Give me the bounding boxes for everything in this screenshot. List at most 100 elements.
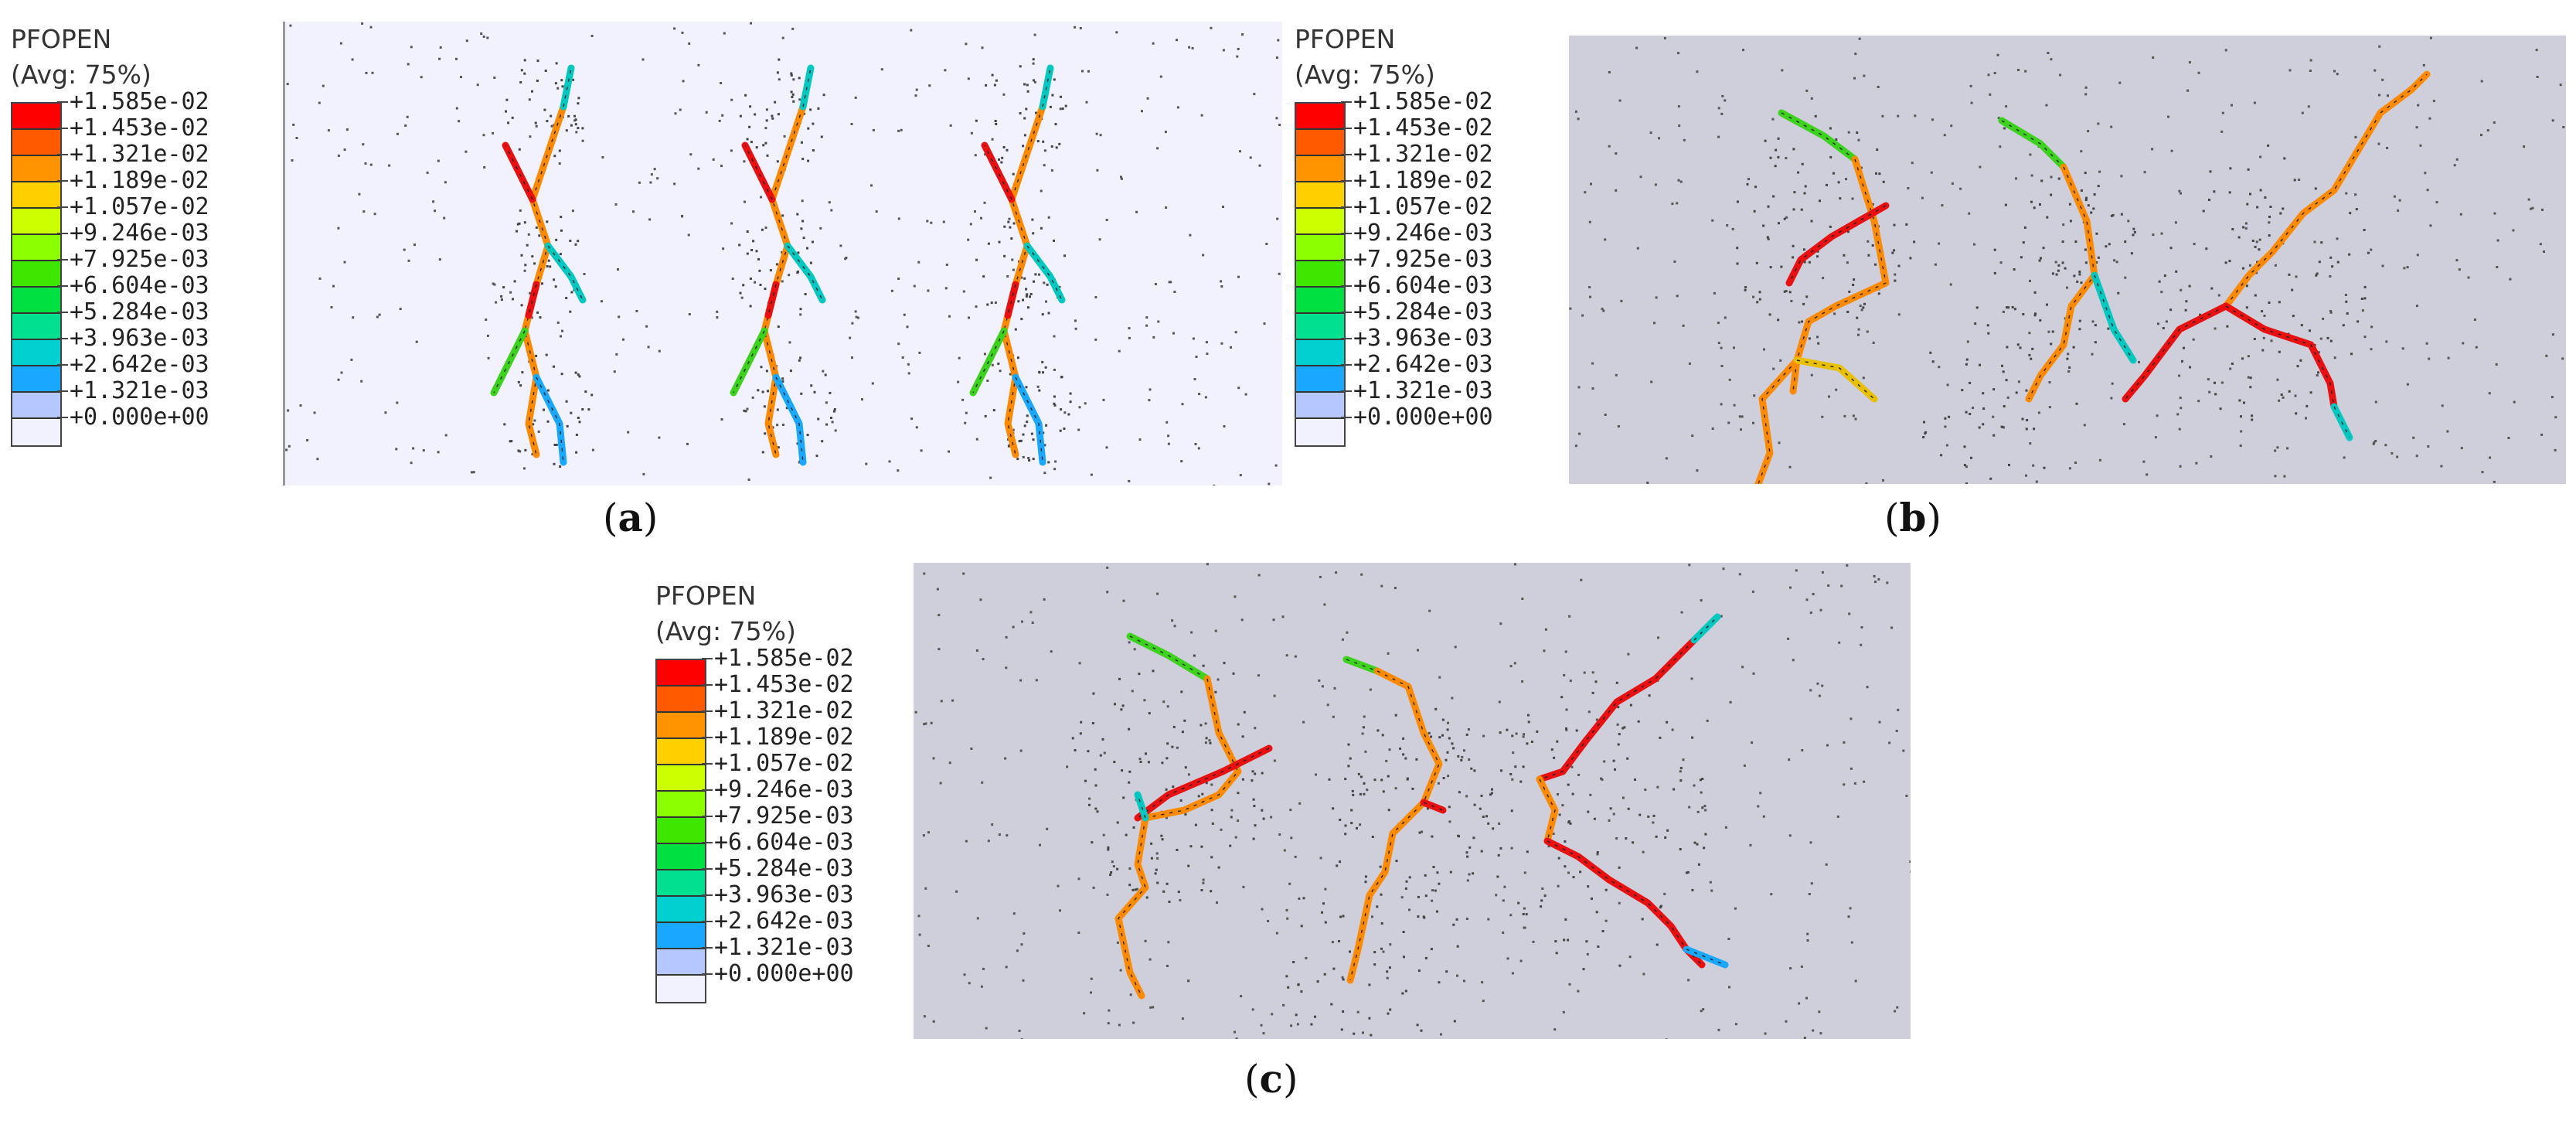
crack-mesh-edge: [2125, 305, 2227, 400]
legend-tick: [702, 842, 713, 843]
crack-path: [784, 242, 826, 304]
caption-c: (c): [1244, 1056, 1298, 1102]
panel-b-svg: [1569, 36, 2566, 484]
legend-tick: [702, 973, 713, 975]
legend-swatch: [12, 209, 60, 235]
legend-label: +1.189e-02: [702, 724, 854, 751]
legend-tick: [1341, 206, 1352, 208]
legend-swatch: [657, 976, 705, 1002]
legend-label: +7.925e-03: [57, 247, 209, 273]
legend-tick: [57, 312, 68, 313]
crack-mesh-edge: [1042, 67, 1051, 107]
legend-swatch: [1296, 209, 1344, 235]
legend-tick: [1341, 180, 1352, 182]
crack-mesh-edge: [1118, 817, 1146, 996]
legend-a: PFOPEN (Avg: 75%) +1.585e-02 +1.453e-02 +1…: [11, 22, 209, 447]
legend-tick: [1341, 417, 1352, 418]
legend-swatch: [12, 104, 60, 130]
legend-swatch: [1296, 130, 1344, 156]
legend-tick: [702, 658, 713, 659]
legend-label: +9.246e-03: [57, 220, 209, 247]
crack-mesh-edge: [1693, 616, 1718, 641]
mesh-points: [914, 563, 1911, 1039]
legend-subtitle: (Avg: 75%): [1295, 60, 1435, 90]
legend-tick: [1341, 338, 1352, 339]
crack-mesh-edge: [1007, 284, 1016, 316]
legend-swatch: [12, 261, 60, 288]
mesh-points: [1569, 36, 2565, 484]
legend-label: +0.000e+00: [57, 404, 209, 431]
legend-tick: [702, 868, 713, 870]
legend-label: +1.189e-02: [1341, 168, 1493, 194]
legend-tick: [57, 128, 68, 129]
legend-swatch: [657, 818, 705, 844]
crack-mesh-edge: [767, 284, 777, 316]
legend-tick: [57, 338, 68, 339]
legend-tick: [702, 947, 713, 949]
crack-mesh-edge: [1423, 802, 1444, 811]
legend-swatch: [1296, 182, 1344, 209]
legend-tick: [1341, 364, 1352, 366]
legend-tick: [57, 154, 68, 155]
crack-mesh-edge: [1349, 670, 1440, 981]
panel-background: [1569, 36, 2566, 484]
crack-mesh-edge: [984, 145, 1012, 200]
legend-swatches: [655, 659, 706, 1003]
legend-label: +1.321e-02: [1341, 141, 1493, 168]
legend-label: +5.284e-03: [57, 299, 209, 325]
legend-label: +1.321e-02: [57, 141, 209, 168]
legend-swatch: [12, 366, 60, 393]
legend-label: +1.321e-03: [702, 935, 854, 961]
legend-swatches: [1295, 102, 1346, 447]
legend-swatch: [1296, 340, 1344, 366]
legend-tick: [1341, 128, 1352, 129]
legend-swatch: [1296, 104, 1344, 130]
legend-tick: [702, 921, 713, 922]
legend-swatch: [12, 130, 60, 156]
legend-tick: [702, 816, 713, 817]
crack-mesh-edge: [1539, 778, 1556, 842]
legend-tick: [1341, 101, 1352, 103]
legend-label: +3.963e-03: [1341, 325, 1493, 352]
crack-path: [1023, 242, 1066, 304]
legend-swatch: [657, 765, 705, 792]
legend-subtitle: (Avg: 75%): [11, 60, 151, 90]
legend-tick: [1341, 390, 1352, 392]
legend-swatch: [1296, 393, 1344, 419]
legend-label: +1.321e-03: [1341, 378, 1493, 404]
legend-tick: [1341, 233, 1352, 234]
legend-label: +6.604e-03: [702, 830, 854, 856]
panel-a-svg: [285, 22, 1282, 485]
legend-swatch: [657, 660, 705, 686]
legend-tick: [702, 789, 713, 791]
legend-tick: [57, 259, 68, 261]
legend-swatch: [657, 686, 705, 713]
panel-c-svg: [914, 563, 1911, 1039]
legend-swatch: [657, 844, 705, 870]
legend-swatch: [657, 792, 705, 818]
legend-label: +2.642e-03: [702, 908, 854, 935]
crack-mesh-edge: [536, 376, 564, 463]
legend-labels: +1.585e-02 +1.453e-02 +1.321e-02 +1.189e-02…: [702, 646, 854, 987]
crack-mesh-edge: [1137, 748, 1270, 819]
legend-label: +1.057e-02: [57, 194, 209, 220]
legend-swatch: [12, 314, 60, 340]
legend-label: +2.642e-03: [57, 352, 209, 378]
crack-mesh-edge: [528, 284, 537, 316]
legend-tick: [1341, 154, 1352, 155]
legend-swatch: [1296, 419, 1344, 445]
legend-tick: [1341, 312, 1352, 313]
legend-swatch: [657, 923, 705, 949]
crack-mesh-edge: [2001, 120, 2064, 168]
legend-label: +1.453e-02: [702, 672, 854, 698]
crack-mesh-edge: [802, 67, 812, 107]
legend-tick: [702, 710, 713, 712]
crack-path: [1785, 202, 1890, 287]
legend-label: +5.284e-03: [702, 856, 854, 882]
panel-c-contour-plot: [914, 563, 1911, 1039]
legend-label: +0.000e+00: [702, 961, 854, 987]
legend-tick: [1341, 285, 1352, 287]
legend-swatch: [1296, 366, 1344, 393]
legend-tick: [57, 364, 68, 366]
crack-mesh-edge: [1539, 639, 1695, 780]
